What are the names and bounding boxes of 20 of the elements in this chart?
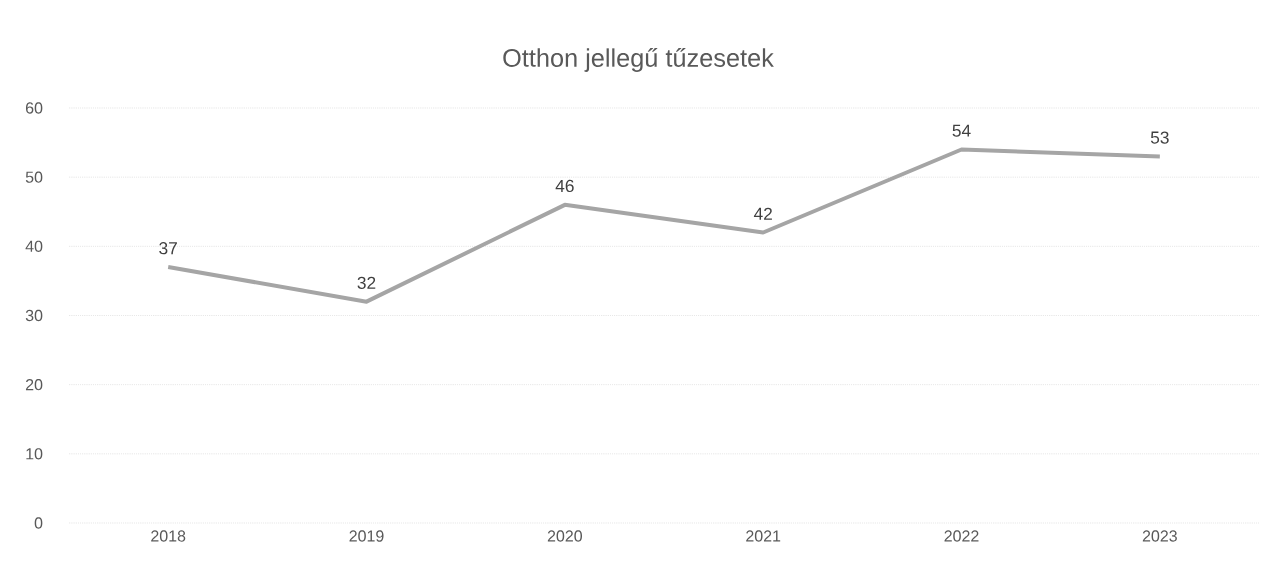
data-label: 42 [753,207,772,220]
data-label: 54 [952,124,971,137]
y-tick-label: 20 [25,379,43,391]
y-tick-label: 50 [25,171,43,183]
data-label: 37 [159,242,177,255]
chart-title: Otthon jellegű tűzesetek [503,48,774,72]
y-tick-label: 10 [26,448,43,460]
x-tick-label: 2021 [746,530,781,542]
x-tick-label: 2023 [1142,530,1177,542]
data-label: 32 [357,276,376,289]
x-tick-label: 2019 [349,530,384,542]
y-tick-label: 40 [25,240,43,252]
data-label: 53 [1150,131,1169,144]
y-tick-label: 0 [34,517,43,529]
x-tick-label: 2018 [151,530,186,542]
data-label: 46 [555,179,574,193]
x-tick-label: 2020 [547,530,583,542]
y-tick-label: 30 [25,309,43,322]
y-tick-label: 60 [25,102,43,114]
x-tick-label: 2022 [944,530,979,542]
